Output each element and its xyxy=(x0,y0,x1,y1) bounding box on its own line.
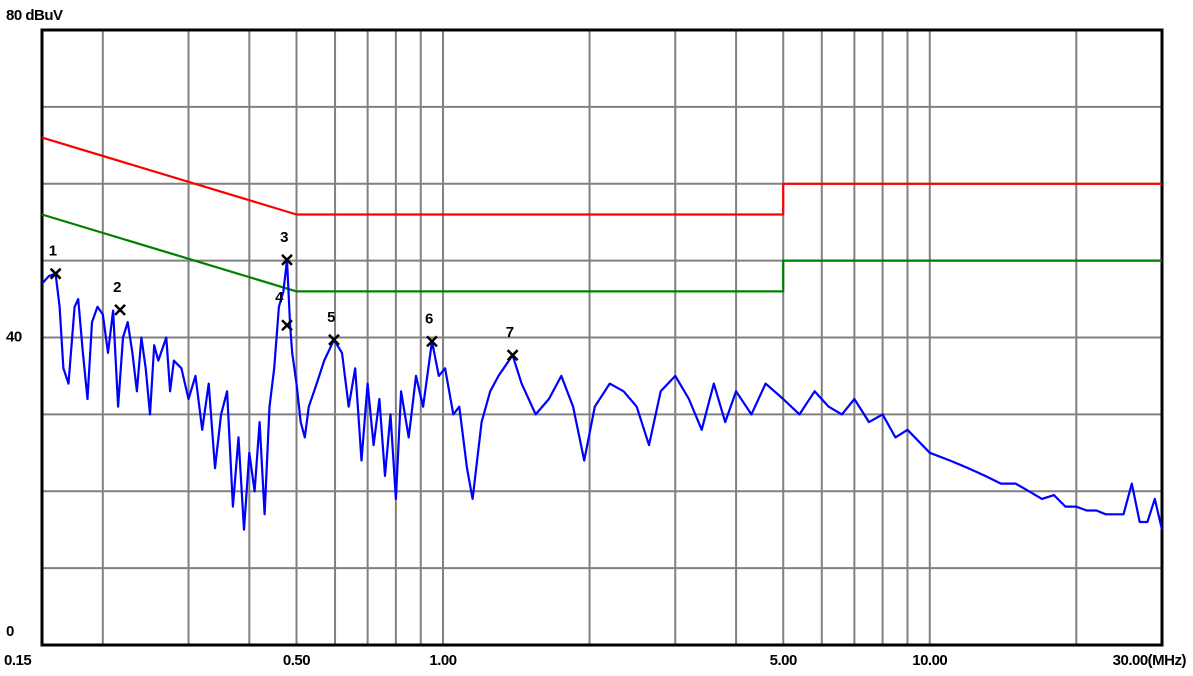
marker xyxy=(281,253,293,266)
marker xyxy=(506,349,519,362)
marker-label: 3 xyxy=(280,229,288,246)
marker xyxy=(49,267,62,280)
y-tick-label: 80 dBuV xyxy=(6,7,63,24)
plot-frame xyxy=(40,28,1164,647)
marker xyxy=(426,335,438,348)
marker-label: 2 xyxy=(113,279,121,296)
x-tick-label: 10.00 xyxy=(912,652,947,669)
marker xyxy=(114,303,126,316)
series-line xyxy=(41,213,1162,293)
x-tick-label: 0.15 xyxy=(4,652,31,669)
series-line xyxy=(41,136,1162,216)
marker-label: 5 xyxy=(327,309,335,326)
series-line xyxy=(41,258,1164,531)
x-tick-label: 5.00 xyxy=(770,652,797,669)
x-tick-label: 1.00 xyxy=(429,652,456,669)
marker-label: 7 xyxy=(506,324,514,341)
marker xyxy=(281,319,293,332)
y-tick-label: 40 xyxy=(6,328,22,345)
marker-label: 4 xyxy=(275,289,284,306)
x-tick-label: 0.50 xyxy=(283,652,310,669)
marker-label: 1 xyxy=(49,243,57,260)
y-tick-label: 0 xyxy=(6,623,14,640)
marker xyxy=(328,333,340,346)
x-tick-label: 30.00(MHz) xyxy=(1113,652,1187,669)
marker-label: 6 xyxy=(425,310,433,327)
